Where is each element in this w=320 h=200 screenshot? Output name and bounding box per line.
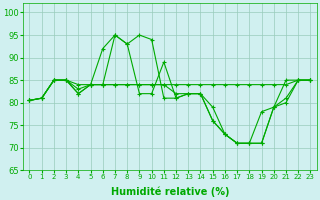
X-axis label: Humidité relative (%): Humidité relative (%) — [111, 186, 229, 197]
